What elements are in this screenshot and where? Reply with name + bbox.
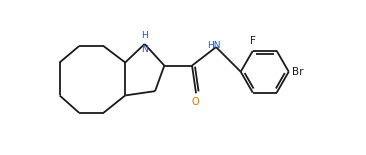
Text: Br: Br: [292, 67, 304, 77]
Text: O: O: [192, 97, 199, 107]
Text: F: F: [250, 36, 256, 46]
Text: H: H: [141, 31, 148, 40]
Text: HN: HN: [208, 41, 221, 50]
Text: N: N: [141, 45, 148, 54]
